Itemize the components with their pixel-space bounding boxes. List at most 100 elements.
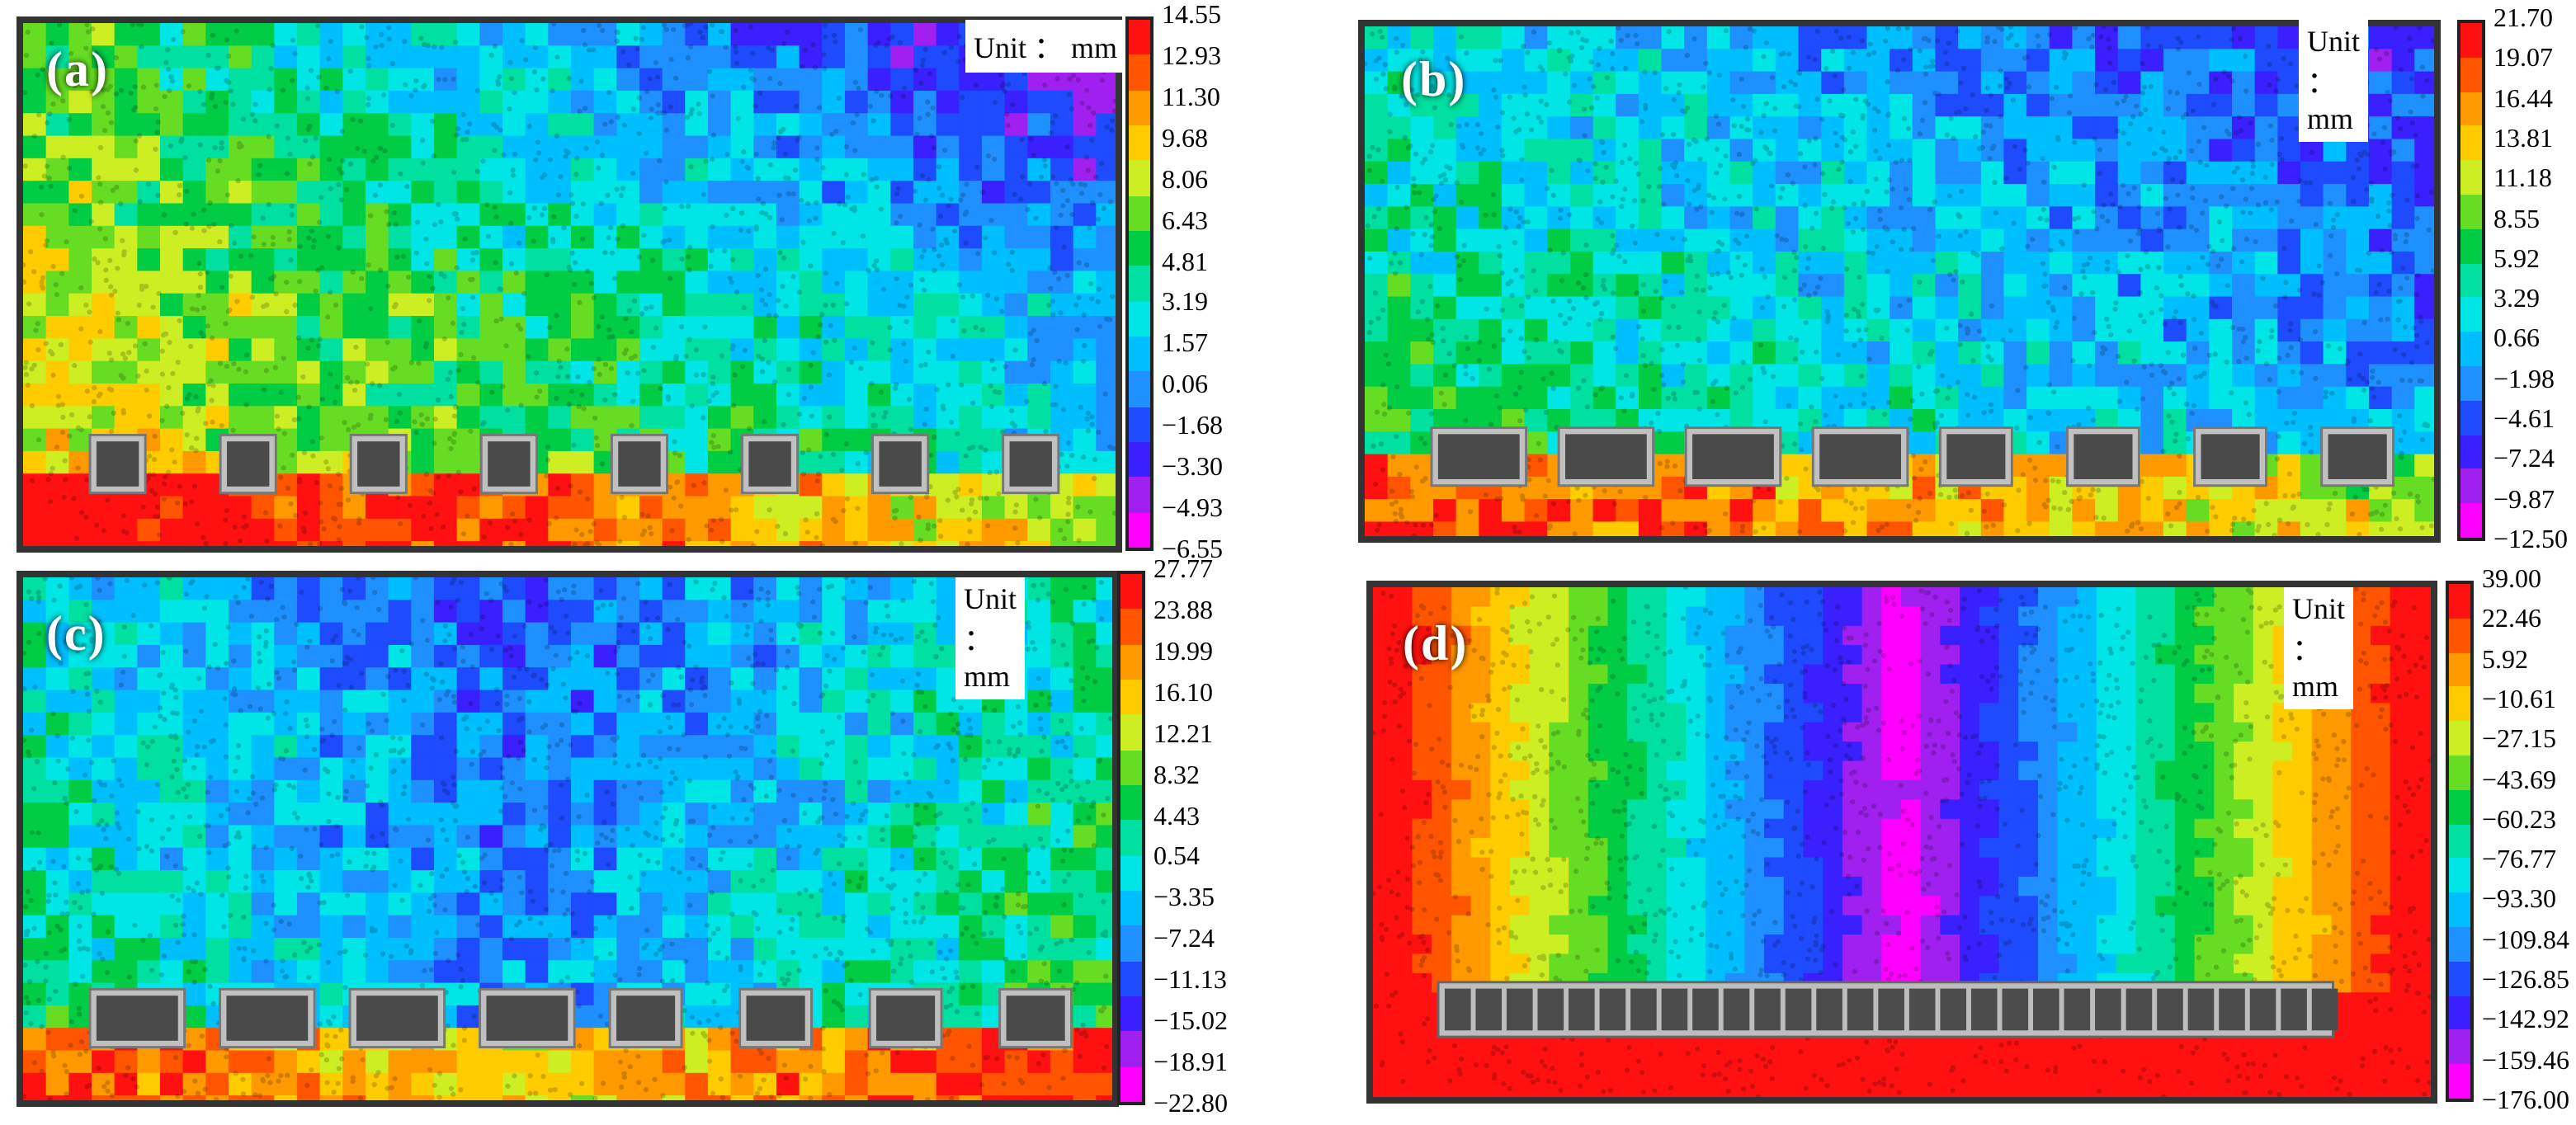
steel-block [1684,426,1782,487]
contour-map-b [1365,26,2434,536]
colorbar-tick-label: −7.24 [2493,445,2555,474]
colorbar-segment [2449,926,2470,962]
steel-block [738,987,814,1049]
colorbar-segment [1129,266,1150,302]
displacement-field-d: (d) [1366,581,2437,1104]
displacement-field-c: (c) [17,571,1119,1107]
colorbar-tick-label: −159.46 [2482,1047,2570,1076]
colorbar-segment [2449,584,2470,619]
colorbar-segment [2449,824,2470,859]
colorbar-tick-label: 27.77 [1154,556,1213,584]
colorbar-tick-label: −15.02 [1154,1008,1229,1037]
colorbar-b [2457,20,2485,541]
colorbar-segment [1121,820,1142,856]
colorbar-segment [2449,618,2470,653]
steel-strip [1437,981,2338,1038]
steel-block [219,987,316,1049]
colorbar-tick-label: −9.87 [2493,486,2555,515]
colorbar-segment [2460,435,2482,469]
unit-label-d: Unit ： mm [2284,587,2354,709]
steel-block [1557,426,1655,487]
colorbar-segment [1129,54,1150,91]
colorbar-tick-label: 9.68 [1162,125,1208,153]
steel-block [1811,426,1909,487]
colorbar-segment [2449,1064,2470,1099]
colorbar-tick-label: 4.81 [1162,248,1208,277]
colorbar-segment [1129,301,1150,337]
colorbar-segment [2449,996,2470,1030]
colorbar-segment [1121,750,1142,785]
colorbar-segment [1121,574,1142,610]
colorbar-segment [2460,92,2482,126]
colorbar-segment [2449,789,2470,825]
colorbar-tick-label: −22.80 [1154,1090,1229,1118]
colorbar-tick-label: −27.15 [2482,726,2557,755]
panel-label-a: (a) [46,43,109,97]
colorbar-segment [1129,512,1150,548]
steel-block [998,987,1073,1049]
colorbar-tick-label: 14.55 [1162,2,1221,30]
colorbar-tick-label: −7.24 [1154,925,1215,954]
colorbar-segment [1121,855,1142,891]
steel-block [1002,433,1060,495]
colorbar-segment [1121,996,1142,1032]
colorbar-tick-label: −176.00 [2482,1087,2570,1115]
colorbar-tick-label: −126.85 [2482,967,2570,996]
colorbar-segment [1121,890,1142,926]
colorbar-tick-label: −11.13 [1154,967,1227,996]
colorbar-segment [2460,503,2482,538]
steel-block [868,987,943,1049]
colorbar-tick-label: 5.92 [2482,646,2528,675]
contour-map-d [1373,587,2431,1097]
colorbar-tick-label: 8.55 [2493,205,2540,234]
colorbar-tick-label: −1.68 [1162,412,1224,441]
unit-label-a: Unit ： mm [965,20,1126,73]
colorbar-segment [1121,961,1142,996]
colorbar-ticks-d: 39.00 22.46 5.92 −10.61 −27.15 −43.69 −60.23 −7… [2475,566,2574,1115]
colorbar-segment [1129,407,1150,442]
contour-map-a [23,23,1116,546]
colorbar-tick-label: −76.77 [2482,846,2557,875]
colorbar-segment [1121,679,1142,715]
colorbar-tick-label: −18.91 [1154,1049,1229,1078]
steel-block [2193,426,2267,487]
colorbar-tick-label: −4.61 [2493,406,2555,435]
colorbar-segment [2449,686,2470,722]
colorbar-tick-label: 3.19 [1162,289,1208,318]
steel-block [1430,426,1528,487]
panel-label-c: (c) [46,607,106,661]
colorbar-segment [2449,755,2470,790]
colorbar-ticks-c: 27.77 23.88 19.99 16.10 12.21 8.32 4.43 0.54 −3.… [1147,556,1246,1118]
colorbar-tick-label: −10.61 [2482,685,2557,714]
colorbar-tick-label: 12.21 [1154,720,1213,749]
colorbar-tick-label: −109.84 [2482,926,2570,955]
colorbar-segment [2449,892,2470,927]
steel-block [608,987,683,1049]
steel-block [88,433,147,495]
colorbar-tick-label: −142.92 [2482,1006,2570,1035]
colorbar-segment [1129,336,1150,372]
colorbar-segment [1129,441,1150,478]
colorbar-tick-label: 19.99 [1154,638,1213,666]
colorbar-tick-label: 1.57 [1162,330,1208,359]
colorbar-segment [1129,371,1150,407]
steel-block [740,433,800,495]
colorbar-segment [2449,961,2470,996]
colorbar-tick-label: −6.55 [1162,536,1224,564]
colorbar-tick-label: 6.43 [1162,207,1208,236]
colorbar-tick-label: 0.06 [1162,371,1208,400]
colorbar-segment [2460,332,2482,366]
colorbar-tick-label: 23.88 [1154,596,1213,625]
steel-block [349,433,408,495]
colorbar-tick-label: 39.00 [2482,566,2541,594]
colorbar-segment [2460,400,2482,435]
colorbar-tick-label: 3.29 [2493,285,2540,314]
displacement-field-b: (b) [1358,20,2441,543]
unit-label-b: Unit ： mm [2299,20,2369,142]
colorbar-segment [1129,160,1150,196]
colorbar-tick-label: −12.50 [2493,526,2569,554]
colorbar-tick-label: −43.69 [2482,766,2557,795]
colorbar-segment [1129,20,1150,55]
colorbar-segment [1129,230,1150,266]
colorbar-tick-label: 0.54 [1154,843,1200,872]
